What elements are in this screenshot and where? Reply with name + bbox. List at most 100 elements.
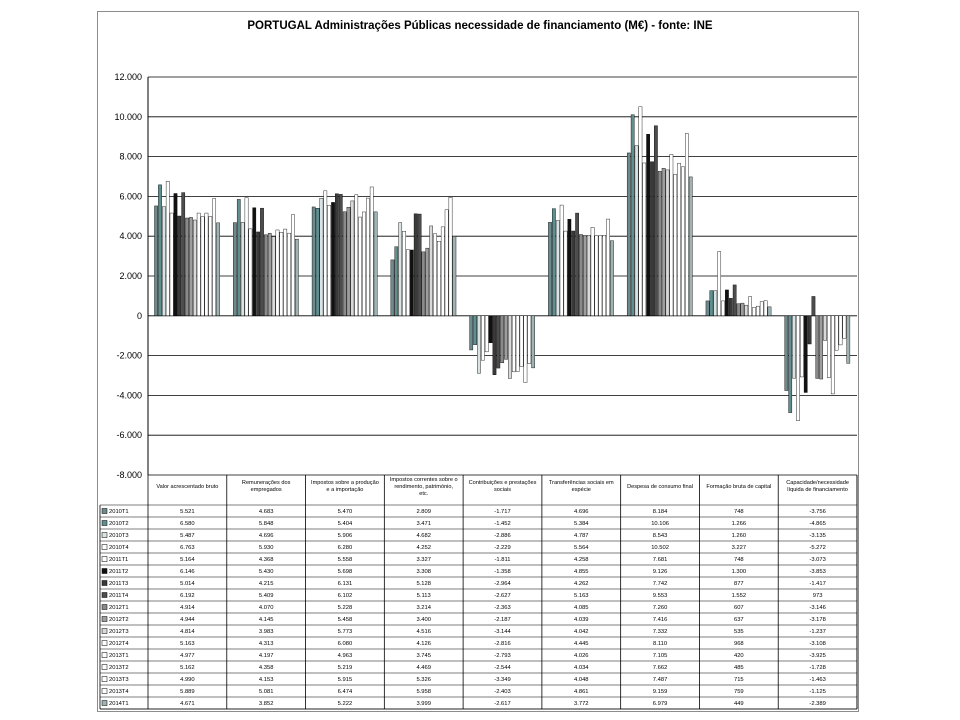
table-cell: 5.470 [338,509,353,515]
bar [331,202,335,317]
table-cell: -2.544 [494,665,511,671]
table-cell: -1.717 [494,509,510,515]
bar [169,212,174,316]
bar [610,240,614,317]
table-cell: -3.178 [809,617,825,623]
bar [327,204,331,316]
bar [713,290,718,317]
bar [354,194,359,316]
bar [398,222,403,317]
table-cell: 968 [734,641,744,647]
table-cell: 4.042 [574,629,589,635]
table-cell: 4.026 [574,653,589,659]
bar [685,133,689,316]
bar [571,230,576,317]
table-cell: 4.787 [574,533,589,539]
legend-key [101,640,108,646]
table-cell: 10.502 [651,545,669,551]
table-cell: 3.214 [416,605,431,611]
table-cell: -1.728 [809,665,825,671]
table-cell: 6.192 [180,593,195,599]
category-label: Formação bruta de capital [706,484,771,490]
y-tick-label: 6.000 [119,191,142,201]
bar [630,114,635,317]
table-cell: 4.855 [574,569,589,575]
table-cell: -2.229 [494,545,510,551]
table-cell: -2.363 [494,605,510,611]
table-cell: 9.159 [653,689,668,695]
bar [279,232,284,316]
table-cell: 8.184 [653,509,668,515]
table-cell: 5.889 [180,689,195,695]
bar [319,198,324,317]
table-cell: 5.930 [259,545,274,551]
bar [519,315,524,367]
bar [437,241,441,317]
bar [358,216,362,316]
bar [477,315,481,374]
bar [523,315,528,383]
bar [162,206,166,317]
bar [373,211,378,317]
bar [752,307,756,317]
table-cell: -3.146 [809,605,825,611]
bar [484,315,489,353]
table-cell: -3.853 [809,569,825,575]
bar [626,152,631,317]
bar [728,298,733,317]
bar [638,106,643,317]
bar [204,212,209,317]
bar [429,225,433,316]
bar [830,315,835,395]
legend-key [101,676,108,682]
bar [425,247,430,317]
chart-title: PORTUGAL Administrações Públicas necessi… [247,20,713,32]
table-cell: 5.958 [416,689,431,695]
bar [681,166,685,317]
bar [642,162,647,317]
bar [552,208,556,317]
bar [236,199,241,316]
table-cell: 5.915 [338,677,353,683]
series-label: 2013T4 [109,689,129,695]
bar [756,305,760,316]
bar [350,200,355,316]
bar [555,220,560,316]
bar [838,315,843,346]
bar [531,315,535,369]
table-cell: 449 [734,701,744,707]
table-cell: 9.553 [653,593,668,599]
bar [563,230,568,317]
table-cell: 7.105 [653,653,668,659]
table-cell: -2.816 [494,641,510,647]
series-label: 2012T3 [109,629,129,635]
legend-key [101,700,108,706]
bar [406,249,410,316]
bar [827,315,831,378]
bar [481,315,485,361]
bar [705,300,710,317]
bar [594,235,599,316]
table-cell: 5.163 [574,593,589,599]
bar [527,315,532,364]
table-cell: 6.580 [180,521,195,527]
table-cell: -1.811 [494,557,510,563]
table-cell: 3.772 [574,701,589,707]
table-cell: -1.237 [809,629,825,635]
series-label: 2013T3 [109,677,129,683]
table-cell: 7.487 [653,677,668,683]
legend-key [101,604,108,610]
table-cell: -5.272 [809,545,825,551]
y-tick-label: 12.000 [114,72,142,82]
table-cell: 4.358 [259,665,274,671]
table-cell: 5.487 [180,533,195,539]
bar [323,190,328,317]
table-cell: 7.332 [653,629,668,635]
legend-key [101,664,108,670]
bar [311,206,316,316]
table-cell: 3.852 [259,701,274,707]
bar [842,315,847,339]
bar [725,289,729,316]
bar [567,218,572,317]
bar [158,184,162,317]
